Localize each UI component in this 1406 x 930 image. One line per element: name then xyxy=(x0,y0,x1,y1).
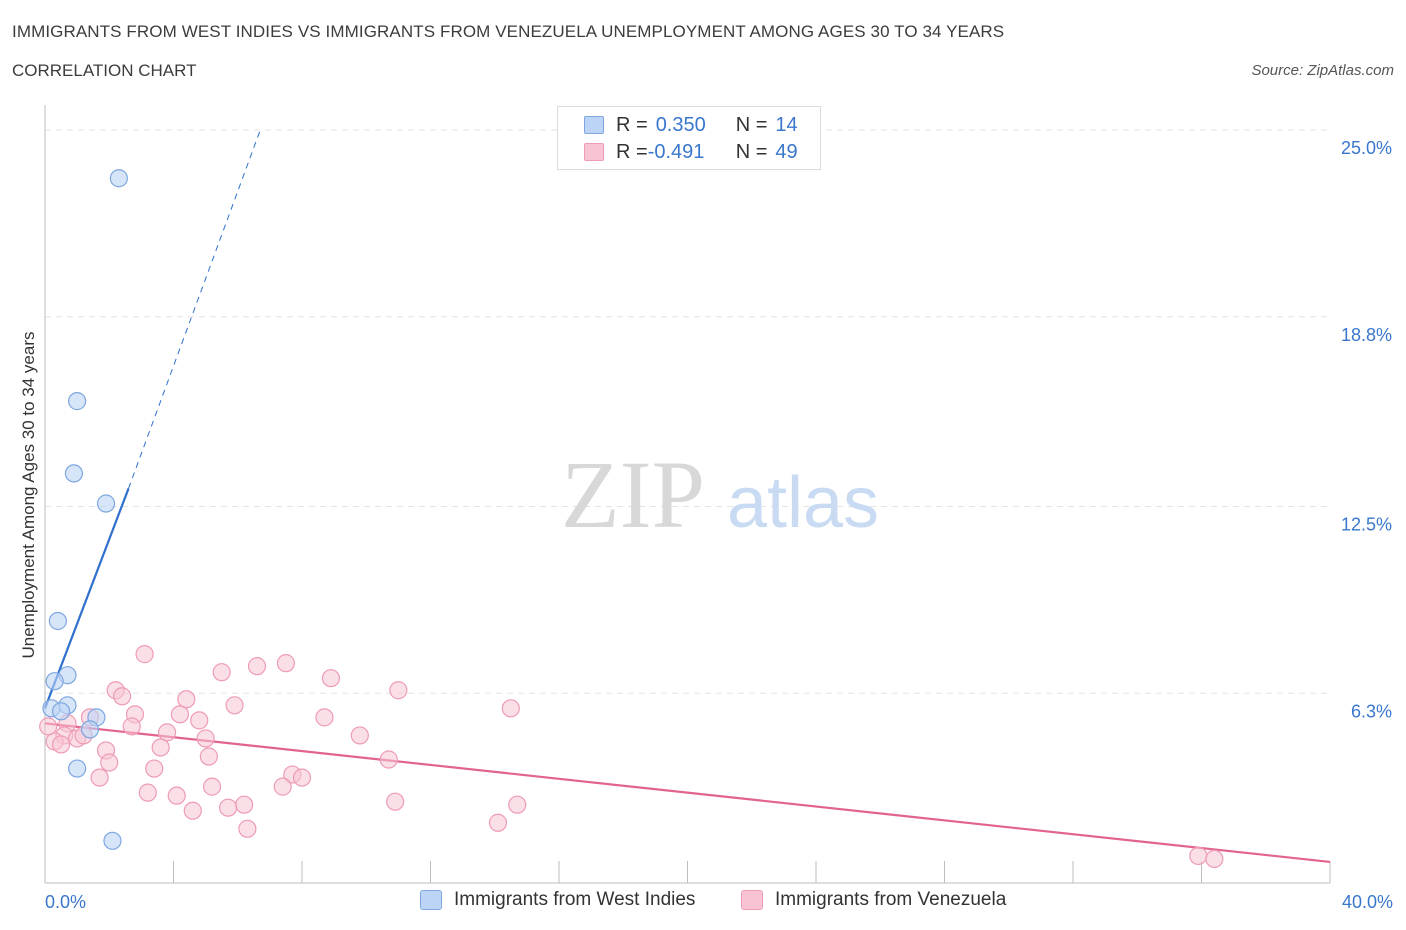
venezuela-point xyxy=(501,699,520,718)
west-indies-point xyxy=(68,392,87,411)
legend-row-west-indies: R = 0.350 N = 14 xyxy=(584,113,798,137)
west-indies-point xyxy=(64,464,84,483)
venezuela-point xyxy=(199,747,218,766)
legend-r-label: R = xyxy=(616,140,648,163)
venezuela-point xyxy=(138,783,157,802)
venezuela-point xyxy=(292,768,312,787)
chart-subtitle: CORRELATION CHART xyxy=(12,61,197,80)
venezuela-point xyxy=(379,750,398,769)
venezuela-point xyxy=(157,723,177,742)
legend-swatch-venezuela xyxy=(584,143,604,161)
west-indies-trend-extension xyxy=(128,129,261,489)
legend-r-value: 0.350 xyxy=(655,113,706,136)
bottom-legend-west-indies: Immigrants from West Indies xyxy=(420,889,695,911)
bottom-legend-swatch-venezuela xyxy=(741,890,763,910)
venezuela-point xyxy=(488,813,508,832)
west-indies-point xyxy=(45,672,64,691)
venezuela-point xyxy=(1189,846,1208,865)
bottom-legend-label-west-indies: Immigrants from West Indies xyxy=(454,889,696,910)
y-tick-label: 12.5% xyxy=(1341,515,1392,535)
venezuela-point xyxy=(39,717,58,736)
axes-layer: Unemployment Among Ages 30 to 34 years 6… xyxy=(19,105,1393,912)
venezuela-point xyxy=(386,792,405,811)
venezuela-point xyxy=(315,708,334,727)
y-axis-label: Unemployment Among Ages 30 to 34 years xyxy=(19,332,38,659)
west-indies-point xyxy=(68,759,87,778)
trend-layer xyxy=(43,129,1331,864)
venezuela-point xyxy=(177,690,196,709)
legend-swatch-west-indies xyxy=(584,116,604,134)
west-indies-point xyxy=(80,720,100,739)
west-indies-point xyxy=(51,702,71,721)
west-indies-point xyxy=(96,494,116,513)
legend-r-value: -0.491 xyxy=(647,140,705,163)
venezuela-point xyxy=(112,687,132,706)
legend-n-label: N = xyxy=(735,140,768,163)
venezuela-point xyxy=(235,795,254,814)
correlation-legend: R = 0.350 N = 14 R = -0.491 N = 49 xyxy=(557,106,821,170)
venezuela-point xyxy=(273,777,292,796)
venezuela-point xyxy=(1205,849,1224,869)
y-tick-label: 6.3% xyxy=(1351,701,1392,721)
venezuela-point xyxy=(122,717,141,736)
x-tick-label: 40.0% xyxy=(1342,892,1393,912)
watermark-atlas: atlas xyxy=(727,463,879,543)
venezuela-point xyxy=(321,669,341,688)
venezuela-point xyxy=(389,681,408,700)
y-tick-label: 18.8% xyxy=(1341,325,1392,345)
venezuela-point xyxy=(225,696,244,715)
bottom-legend-swatch-west-indies xyxy=(420,890,442,910)
bottom-legend-venezuela: Immigrants from Venezuela xyxy=(741,889,1006,911)
venezuela-point xyxy=(202,777,222,796)
venezuela-point xyxy=(238,819,257,838)
venezuela-trend-line xyxy=(44,722,1331,864)
west-indies-point xyxy=(48,611,67,631)
venezuela-point xyxy=(167,786,186,805)
legend-r-label: R = xyxy=(616,113,648,136)
venezuela-point xyxy=(196,729,215,748)
legend-n-label: N = xyxy=(735,113,768,136)
bottom-legend-label-venezuela: Immigrants from Venezuela xyxy=(775,889,1007,910)
watermark-zip: ZIP xyxy=(561,441,705,548)
venezuela-point xyxy=(350,726,369,745)
venezuela-point xyxy=(247,657,267,676)
venezuela-point xyxy=(170,705,190,724)
venezuela-point xyxy=(276,654,296,673)
venezuela-point xyxy=(212,663,231,682)
venezuela-point xyxy=(145,759,164,778)
west-indies-point xyxy=(109,169,128,188)
venezuela-point xyxy=(183,801,202,820)
legend-n-value: 14 xyxy=(775,113,798,136)
venezuela-point xyxy=(135,645,154,664)
y-tick-label: 25.0% xyxy=(1341,138,1392,158)
venezuela-point xyxy=(90,768,109,787)
chart-title: IMMIGRANTS FROM WEST INDIES VS IMMIGRANT… xyxy=(12,22,1005,41)
source-label: Source: ZipAtlas.com xyxy=(1251,62,1394,79)
grid-layer xyxy=(45,129,1330,694)
venezuela-point xyxy=(51,735,71,754)
points-layer xyxy=(39,169,1224,869)
x-tick-label: 0.0% xyxy=(45,892,86,912)
venezuela-point xyxy=(190,711,209,730)
west-indies-point xyxy=(103,831,122,850)
west-indies-trend-line xyxy=(43,488,130,709)
venezuela-point xyxy=(219,798,238,817)
legend-n-value: 49 xyxy=(775,140,798,163)
legend-row-venezuela: R = -0.491 N = 49 xyxy=(584,140,798,164)
venezuela-point xyxy=(100,753,119,772)
venezuela-point xyxy=(508,795,527,814)
venezuela-point xyxy=(151,738,170,757)
watermark: ZIP atlas xyxy=(561,441,879,548)
